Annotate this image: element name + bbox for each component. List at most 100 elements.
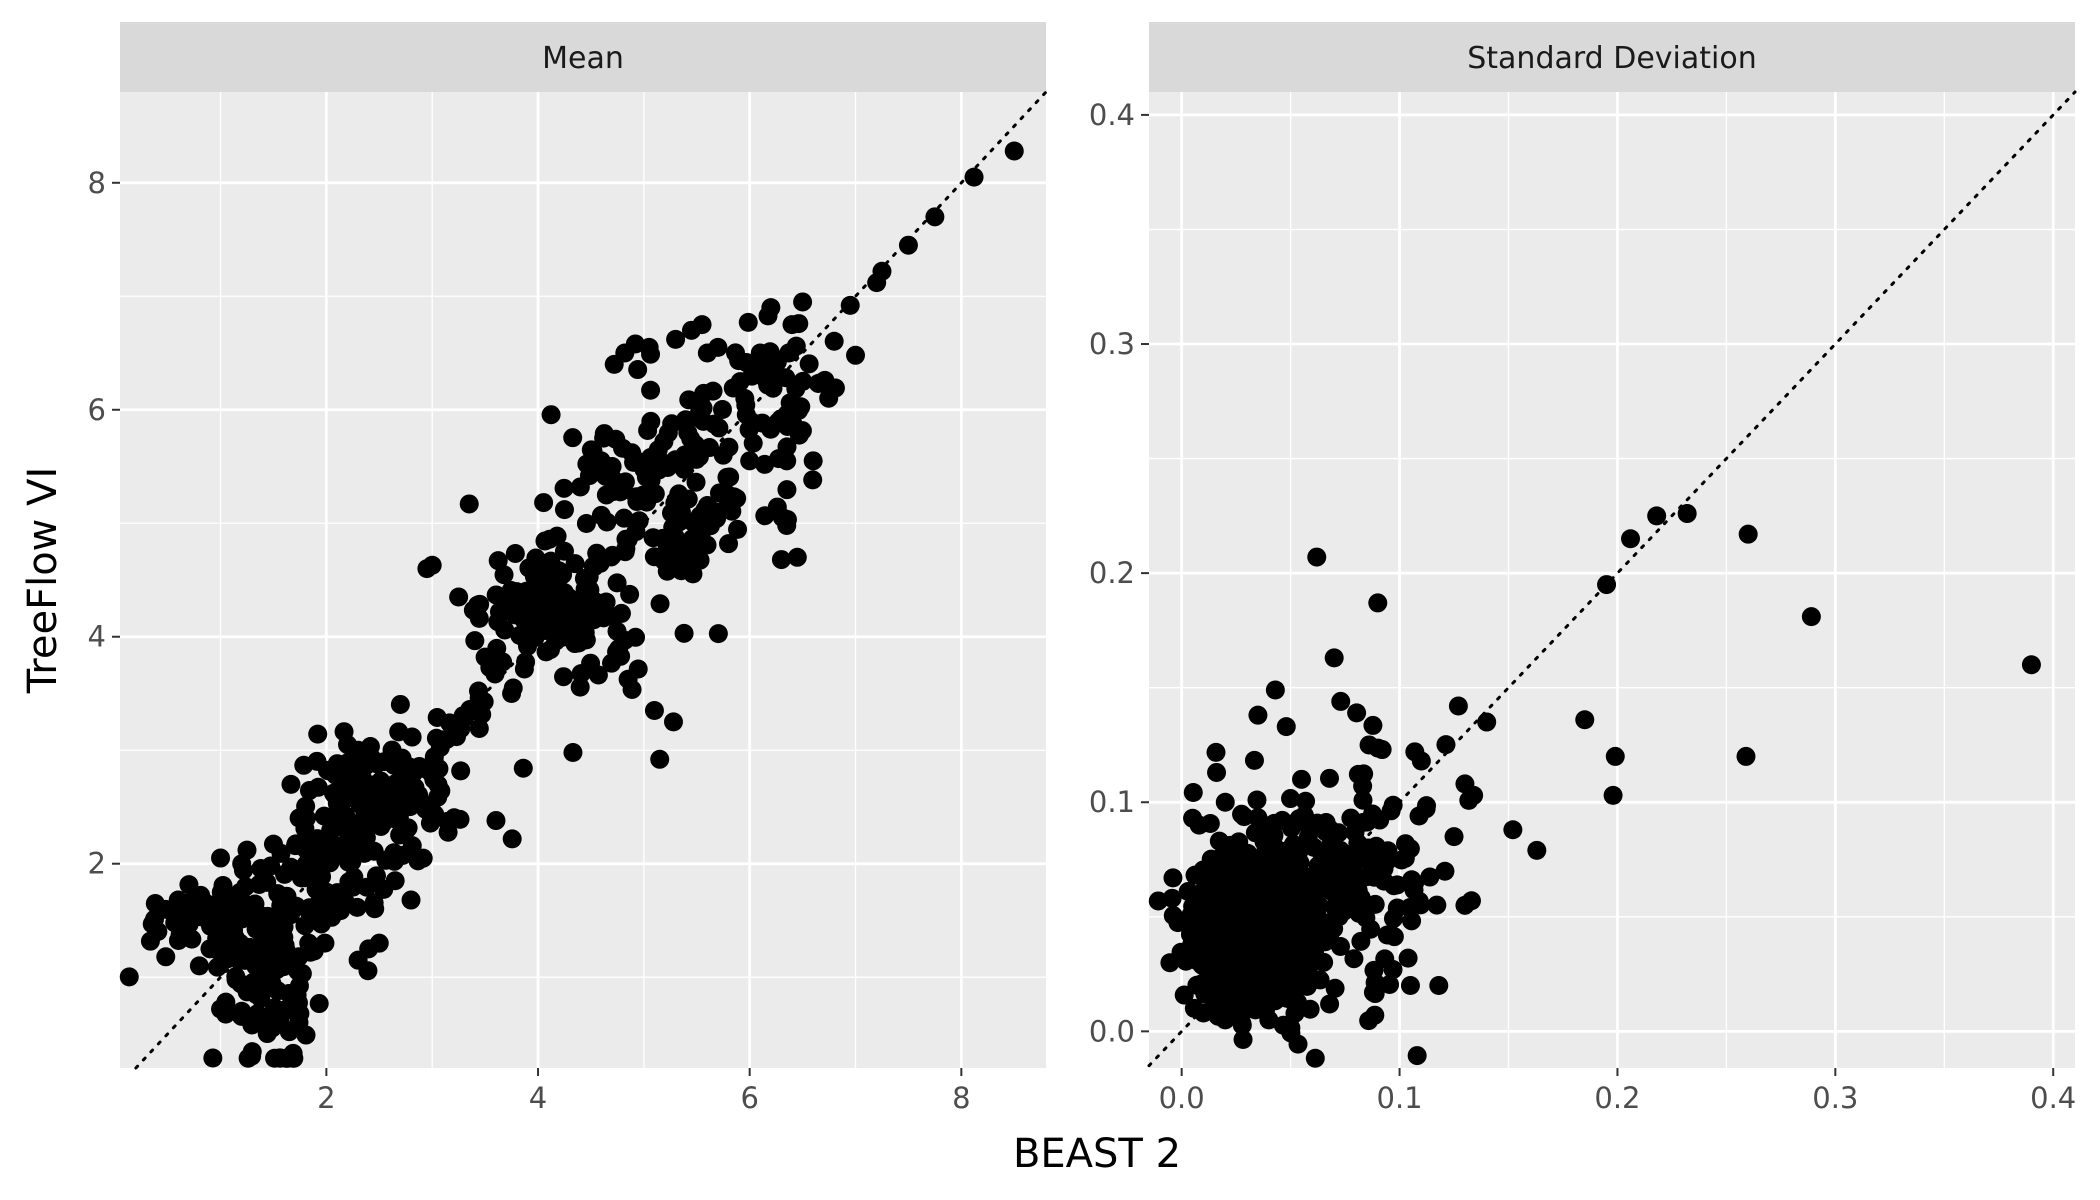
data-point [576, 513, 596, 533]
data-point [793, 292, 813, 312]
data-point [898, 235, 918, 255]
points-standard-deviation [1148, 504, 2041, 1068]
x-tick-label: 0.1 [1377, 1081, 1423, 1115]
data-point [1221, 857, 1241, 877]
data-point [628, 360, 648, 380]
data-point [261, 856, 281, 876]
y-tick-label: 4 [88, 620, 106, 654]
data-point [364, 893, 384, 913]
data-point [299, 933, 319, 953]
data-point [237, 840, 257, 860]
data-point [469, 718, 489, 738]
data-point [486, 585, 506, 605]
x-tick-label: 8 [952, 1081, 970, 1115]
y-tick-label: 2 [88, 847, 106, 881]
data-point [776, 368, 796, 388]
data-point [686, 472, 706, 492]
data-point [1344, 949, 1364, 969]
data-point [689, 447, 709, 467]
data-point [1353, 790, 1373, 810]
data-point [1288, 1034, 1308, 1054]
data-point [1183, 783, 1203, 803]
data-point [1184, 998, 1204, 1018]
data-point [486, 811, 506, 831]
data-point [1148, 891, 1168, 911]
data-point [1294, 873, 1314, 893]
data-point [1429, 976, 1449, 996]
data-point [1320, 768, 1340, 788]
data-point [808, 373, 828, 393]
data-point [771, 550, 791, 570]
data-point [284, 1048, 304, 1068]
data-point [1270, 974, 1290, 994]
data-point [331, 901, 351, 921]
data-point [216, 1004, 236, 1024]
data-point [1223, 920, 1243, 940]
y-tick-label: 0.4 [1089, 98, 1135, 132]
data-point [1276, 717, 1296, 737]
data-point [554, 478, 574, 498]
data-point [620, 584, 640, 604]
data-point [1398, 948, 1418, 968]
data-point [547, 526, 567, 546]
data-point [643, 528, 663, 548]
data-point [803, 470, 823, 490]
data-point [1347, 703, 1367, 723]
y-axis-title: TreeFlow VI [20, 467, 66, 695]
data-point [1324, 648, 1344, 668]
data-point [423, 765, 443, 785]
data-point [526, 576, 546, 596]
data-point [1201, 1001, 1221, 1021]
data-point [346, 766, 366, 786]
axes-standard-deviation: 0.0 0.1 0.2 0.3 0.4 0.0 0.1 0.2 0.3 0.4 [1089, 98, 2076, 1115]
data-point [1400, 976, 1420, 996]
data-point [692, 315, 712, 335]
data-point [213, 875, 233, 895]
data-point [1356, 908, 1376, 928]
data-point [674, 623, 694, 643]
data-point [270, 1011, 290, 1031]
data-point [1248, 705, 1268, 725]
y-tick-label: 0.3 [1089, 327, 1135, 361]
data-point [397, 764, 417, 784]
data-point [681, 551, 701, 571]
data-point [641, 344, 661, 364]
data-point [251, 923, 271, 943]
data-point [819, 388, 839, 408]
data-point [1251, 966, 1271, 986]
data-point [772, 507, 792, 527]
data-point [459, 494, 479, 514]
data-point [307, 751, 327, 771]
data-point [1264, 945, 1284, 965]
data-point [1407, 1046, 1427, 1066]
data-point [1254, 832, 1274, 852]
data-point [554, 500, 574, 520]
x-tick-label: 6 [740, 1081, 758, 1115]
data-point [1203, 909, 1223, 929]
data-point [1365, 973, 1385, 993]
data-point [203, 1048, 223, 1068]
data-point [554, 667, 574, 687]
data-point [709, 483, 729, 503]
data-point [588, 665, 608, 685]
facet-strip-mean [120, 22, 1046, 92]
x-tick-label: 0.4 [2030, 1081, 2076, 1115]
data-point [719, 437, 739, 457]
data-point [1307, 547, 1327, 567]
data-point [571, 664, 591, 684]
data-point [719, 534, 739, 554]
data-point [1163, 868, 1183, 888]
data-point [607, 573, 627, 593]
data-point [641, 380, 661, 400]
data-point [925, 207, 945, 227]
data-point [267, 960, 287, 980]
data-point [1321, 838, 1341, 858]
data-point [1677, 504, 1697, 524]
data-point [244, 1006, 264, 1026]
data-point [451, 761, 471, 781]
data-point [1420, 867, 1440, 887]
data-point [758, 375, 778, 395]
data-point [584, 453, 604, 473]
data-point [1234, 807, 1254, 827]
